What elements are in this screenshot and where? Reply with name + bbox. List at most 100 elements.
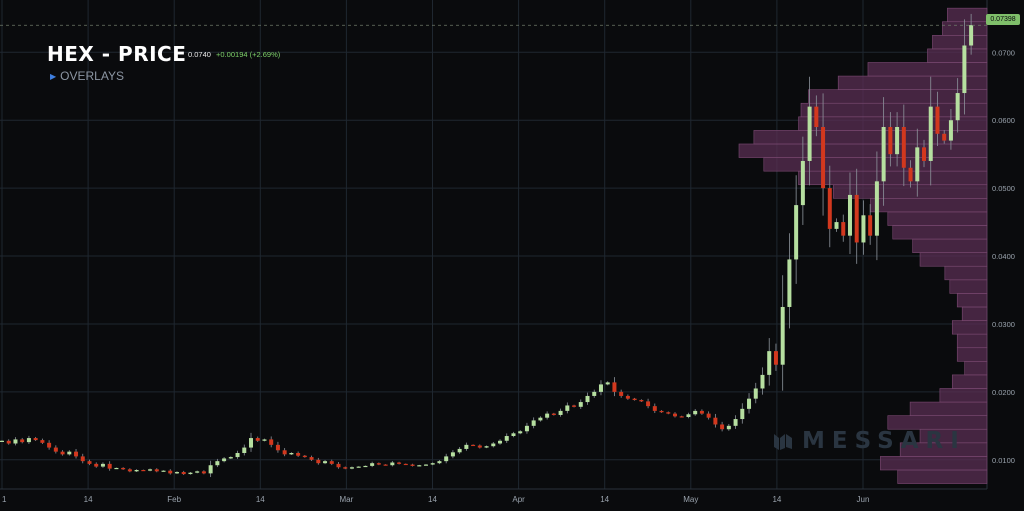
candle-body: [94, 463, 99, 467]
candle-body: [134, 469, 139, 472]
candle-body: [773, 351, 778, 365]
current-price-tag: 0.07398: [986, 14, 1020, 25]
candle-body: [349, 467, 354, 469]
candle-body: [195, 471, 200, 473]
candle-body: [282, 450, 287, 455]
overlays-toggle[interactable]: ▶ OVERLAYS: [50, 69, 124, 83]
candle-body: [423, 464, 428, 466]
candle-body: [531, 420, 536, 426]
candle-body: [154, 469, 159, 472]
candle-body: [275, 444, 280, 451]
volume-profile-bar: [897, 469, 988, 484]
candle-body: [343, 467, 348, 469]
candle-body: [228, 457, 233, 459]
x-tick-label: Mar: [340, 495, 354, 504]
candle-body: [524, 425, 529, 432]
expand-triangle-icon: ▶: [50, 72, 57, 81]
candle-body: [208, 465, 213, 474]
messari-watermark: MESSARI: [772, 428, 966, 454]
candle-body: [262, 439, 267, 441]
candle-body: [861, 215, 866, 243]
candle-body: [188, 472, 193, 475]
last-price: 0.0740: [188, 50, 211, 59]
volume-profile-bar: [961, 306, 988, 321]
x-tick-label: Apr: [512, 495, 525, 504]
candle-body: [814, 106, 819, 128]
candle-body: [60, 451, 65, 455]
candle-body: [53, 447, 58, 452]
candle-body: [800, 160, 805, 206]
candle-body: [854, 194, 859, 243]
candle-body: [881, 127, 886, 182]
candle-body: [545, 413, 550, 418]
candle-body: [309, 457, 314, 460]
volume-profile-bar: [951, 374, 988, 389]
candle-body: [632, 398, 637, 401]
volume-profile-bar: [738, 143, 988, 158]
candle-body: [242, 447, 247, 454]
candle-body: [901, 127, 906, 168]
candle-body: [955, 93, 960, 121]
candle-body: [80, 456, 85, 462]
volume-profile-bar: [964, 361, 988, 376]
candle-body: [491, 443, 496, 447]
candle-body: [518, 431, 523, 434]
candle-body: [585, 395, 590, 403]
y-tick-label: 0.0700: [992, 48, 1015, 57]
volume-profile-bar: [892, 225, 988, 240]
candle-body: [922, 147, 927, 161]
candle-body: [538, 417, 543, 421]
volume-profile-bar: [956, 293, 988, 308]
candle-body: [471, 444, 476, 447]
volume-profile-bar: [956, 347, 988, 362]
candle-body: [619, 391, 624, 396]
candle-body: [444, 456, 449, 462]
candle-body: [827, 188, 832, 229]
chart-grid: [0, 0, 988, 490]
candle-body: [572, 405, 577, 407]
candle-body: [760, 374, 765, 389]
candle-body: [733, 419, 738, 426]
candle-body: [942, 133, 947, 141]
candle-body: [255, 438, 260, 441]
volume-profile-bar: [949, 279, 988, 294]
candle-body: [511, 433, 516, 437]
candle-body: [646, 401, 651, 407]
candle-body: [498, 440, 503, 444]
candle-body: [578, 402, 583, 407]
candle-body: [397, 462, 402, 464]
volume-profile-bar: [939, 388, 988, 403]
candle-body: [935, 106, 940, 134]
volume-profile-bar: [763, 157, 988, 172]
candle-body: [430, 463, 435, 465]
x-tick-label: Jun: [857, 495, 870, 504]
candle-body: [74, 451, 79, 457]
candle-body: [376, 463, 381, 465]
volume-profile-bar: [947, 7, 988, 23]
candle-body: [450, 452, 455, 457]
y-tick-label: 0.0500: [992, 184, 1015, 193]
candle-body: [410, 464, 415, 466]
candle-body: [679, 416, 684, 418]
candle-body: [693, 410, 698, 415]
candle-body: [302, 455, 307, 458]
candle-body: [612, 382, 617, 392]
y-tick-label: 0.0600: [992, 116, 1015, 125]
candle-body: [753, 388, 758, 399]
candle-body: [551, 413, 556, 415]
candle-body: [6, 440, 11, 444]
candle-body: [329, 461, 334, 464]
candle-body: [699, 410, 704, 414]
candle-body: [141, 469, 146, 472]
candle-body: [403, 463, 408, 466]
candle-body: [457, 448, 462, 453]
candle-body: [686, 414, 691, 418]
candle-body: [67, 451, 72, 455]
volume-profile-bar: [919, 252, 988, 267]
candle-body: [249, 438, 254, 448]
candle-body: [807, 106, 812, 161]
volume-profile-bar: [887, 211, 988, 226]
candle-body: [504, 436, 509, 441]
candle-body: [114, 467, 119, 470]
